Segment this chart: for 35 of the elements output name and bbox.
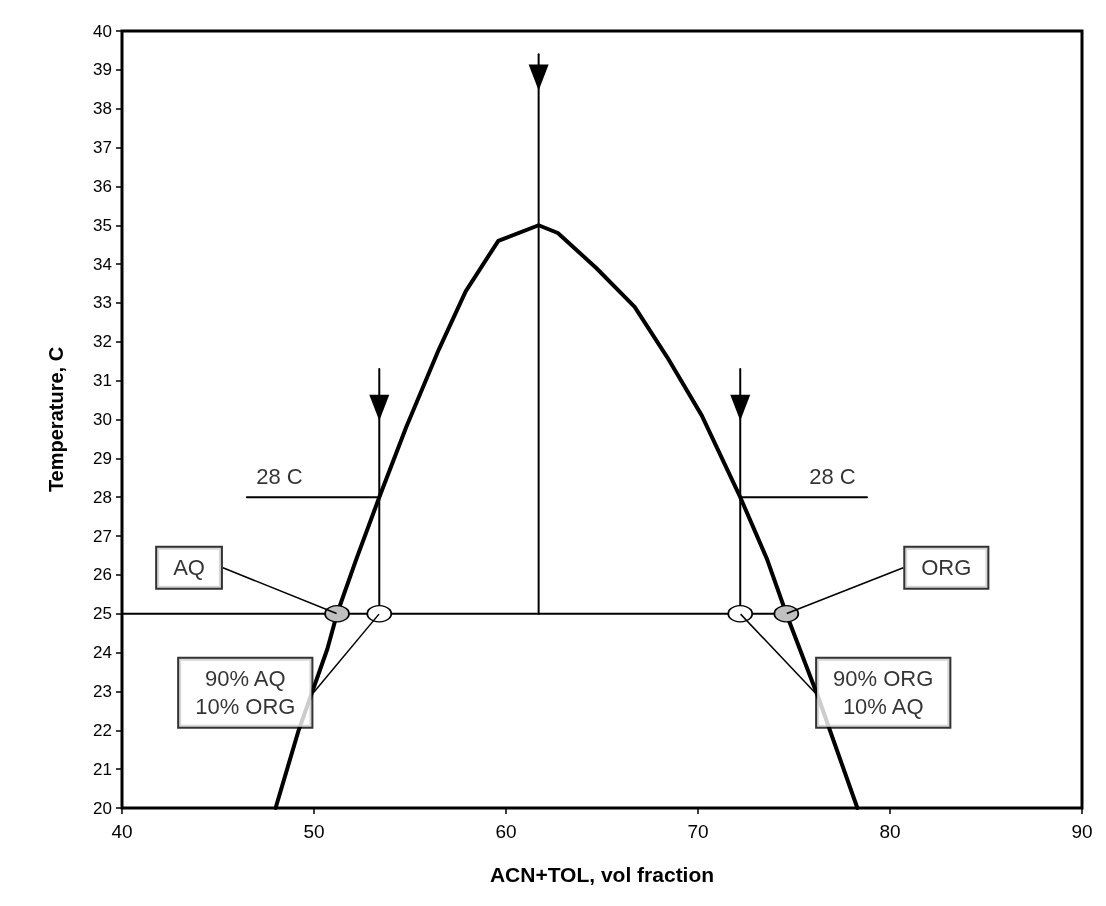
y-tick-label: 30 — [93, 410, 112, 429]
x-tick-label: 80 — [879, 821, 901, 842]
y-tick-label: 24 — [93, 643, 112, 663]
x-tick-label: 40 — [111, 821, 133, 842]
annotation: 90% ORG 10% AQ — [833, 666, 934, 720]
annotation: 28 C — [809, 464, 856, 490]
x-tick-label: 50 — [303, 821, 325, 842]
y-tick-label: 26 — [93, 565, 112, 585]
y-tick-label: 22 — [93, 720, 112, 740]
y-tick-label: 36 — [93, 176, 112, 196]
y-tick-label: 31 — [93, 371, 112, 391]
y-tick-label: 33 — [93, 293, 112, 313]
x-tick-label: 90 — [1071, 821, 1093, 842]
y-tick-label: 39 — [93, 60, 112, 80]
y-tick-label: 20 — [93, 798, 112, 818]
y-tick-label: 40 — [93, 21, 112, 41]
y-tick-label: 27 — [93, 526, 112, 546]
y-tick-label: 23 — [93, 681, 112, 701]
y-tick-label: 35 — [93, 215, 112, 235]
x-tick-label: 60 — [495, 821, 517, 842]
y-tick-label: 37 — [93, 138, 112, 158]
annotation: 90% AQ 10% ORG — [195, 666, 296, 720]
y-tick-label: 25 — [93, 604, 112, 624]
annotation: AQ — [173, 555, 205, 581]
y-tick-label: 32 — [93, 332, 112, 352]
annotation: ORG — [921, 555, 972, 581]
y-axis-title: Temperature, C — [45, 346, 67, 493]
annotation: 28 C — [256, 464, 303, 490]
y-tick-label: 29 — [93, 448, 112, 468]
x-tick-label: 70 — [687, 821, 709, 842]
y-tick-label: 28 — [93, 487, 112, 507]
x-axis-title: ACN+TOL, vol fraction — [489, 863, 715, 886]
y-tick-label: 38 — [93, 99, 112, 119]
y-tick-label: 21 — [93, 759, 112, 779]
y-tick-label: 34 — [93, 254, 112, 274]
